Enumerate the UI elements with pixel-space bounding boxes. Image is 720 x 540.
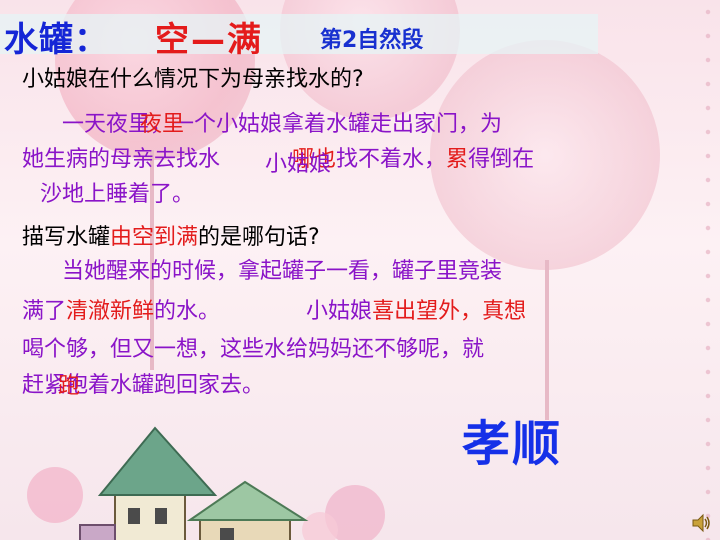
house-illustration (27, 426, 385, 540)
highlight-clear-fresh: 清澈新鲜 (66, 299, 155, 324)
decor-stick (150, 150, 154, 370)
para1-text: 一天夜里 (62, 112, 151, 137)
para2-text: 抱着水罐跑回家去。 (66, 373, 265, 398)
decor-stick (545, 260, 549, 420)
para1-text: 找不着水， (336, 147, 447, 172)
para1-text: 哪也 (292, 147, 337, 172)
decor-balloon (430, 40, 660, 270)
para2-line2: 满了清澈新鲜的水。 小姑娘喜出望外，真想 (22, 298, 526, 326)
speaker-icon[interactable] (690, 512, 712, 534)
para2-text: 赶紧 (22, 373, 67, 398)
highlight-tired: 累 (446, 147, 469, 172)
highlight-overjoyed: 喜出望外，真想 (372, 299, 527, 324)
question-1: 小姑娘在什么情况下为母亲找水的? (22, 67, 364, 92)
para2-line1: 当她醒来的时候，拿起罐子一看，罐子里竟装 (62, 259, 503, 284)
question-2: 描写水罐由空到满的是哪句话? (22, 224, 320, 252)
question2-text: 描写水罐 (22, 225, 111, 250)
para2-line4: 赶紧抱着水罐跑回家去。 (22, 372, 264, 400)
title-empty-full: 空—满 (155, 20, 263, 60)
para1-line3: 沙地上睡着了。 (40, 182, 195, 207)
para2-text: 的水。 (154, 299, 221, 324)
para2-text: 小姑娘 (306, 299, 373, 324)
title-band (0, 14, 598, 54)
keyword-filial-piety: 孝顺 (462, 416, 563, 472)
para1-text: ，一个小姑娘拿着水罐走出家门，为 (150, 112, 503, 137)
para1-line1: 一天夜里，一个小姑娘拿着水罐走出家门，为 (62, 111, 502, 139)
para1-text: 得倒在 (468, 147, 535, 172)
para1-text: 她生病的母亲去找水 (22, 147, 221, 172)
question2-text: 的是哪句话? (198, 225, 320, 250)
highlight-run: 跑 (58, 374, 81, 399)
para2-line3: 喝个够，但又一想，这些水给妈妈还不够呢，就 (22, 337, 485, 362)
title-paragraph: 第2自然段 (320, 28, 424, 53)
para1-line2: 她生病的母亲去找水 哪也找不着水，累得倒在 (22, 146, 534, 174)
title-main: 水罐： (4, 20, 109, 60)
overlap-girl: 小姑娘 (265, 152, 332, 177)
highlight-night: 夜里 (140, 112, 185, 137)
para2-text: 满了 (22, 299, 67, 324)
highlight-empty-to-full: 由空到满 (110, 225, 199, 250)
decor-dots (696, 0, 720, 540)
